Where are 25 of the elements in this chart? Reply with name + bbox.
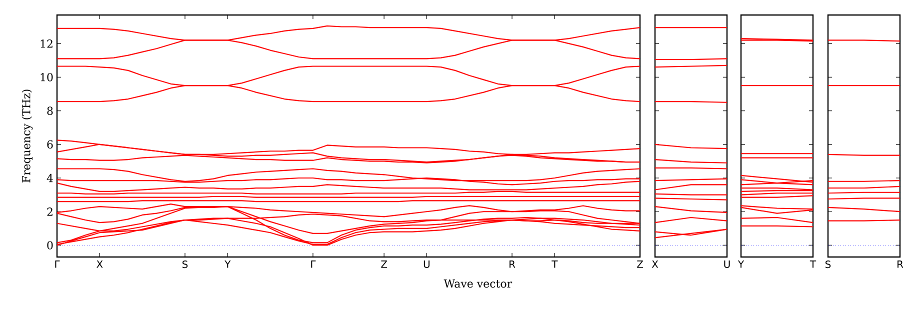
y-tick-label: 0: [47, 241, 53, 250]
y-tick-label: 4: [46, 174, 53, 182]
x-tick-label: X: [652, 260, 658, 268]
x-tick-label: Y: [738, 260, 744, 268]
x-tick-label: S: [182, 260, 188, 268]
y-tick-label: 2: [47, 208, 52, 216]
x-tick-label: Γ: [55, 260, 60, 268]
x-axis-title: Wave vector: [444, 280, 512, 288]
x-tick-label: T: [552, 260, 558, 268]
x-tick-label: R: [510, 260, 516, 268]
x-tick-label: T: [810, 260, 816, 268]
y-tick-label: 12: [40, 39, 52, 48]
x-tick-label: U: [724, 260, 730, 268]
x-tick-label: X: [96, 260, 103, 268]
x-tick-label: U: [424, 260, 430, 268]
x-tick-label: S: [825, 260, 831, 268]
x-tick-label: R: [898, 260, 904, 268]
x-tick-label: Y: [224, 260, 231, 268]
y-tick-label: 8: [47, 106, 53, 115]
y-tick-label: 6: [47, 140, 53, 149]
x-tick-label: Z: [637, 260, 643, 268]
x-tick-label: Γ: [311, 260, 316, 268]
y-tick-label: 10: [40, 73, 53, 82]
y-axis-title: Frequency (THz): [22, 90, 33, 183]
x-tick-label: Z: [381, 260, 388, 268]
